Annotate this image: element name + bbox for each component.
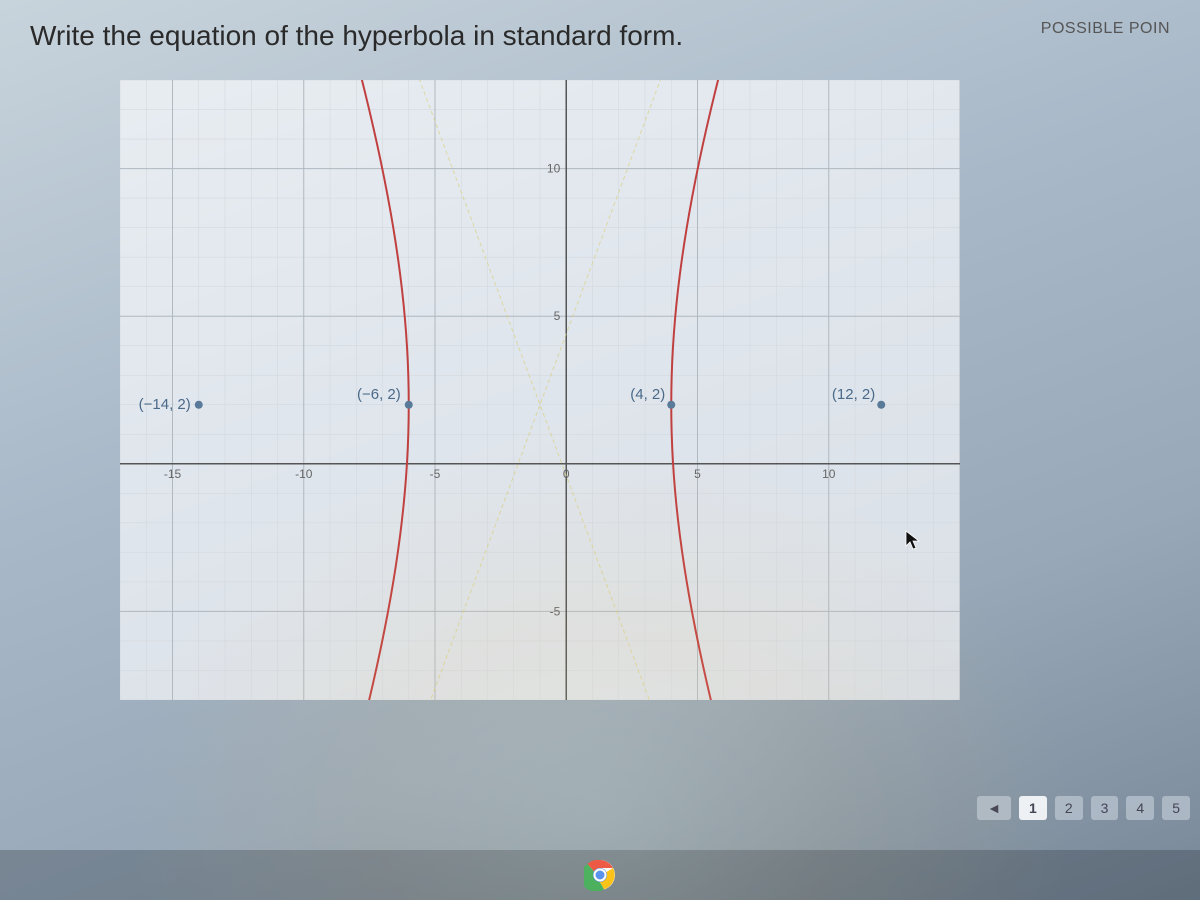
svg-text:5: 5: [694, 467, 701, 481]
svg-text:-15: -15: [164, 467, 182, 481]
possible-points-label: POSSIBLE POIN: [1041, 20, 1170, 38]
svg-text:10: 10: [822, 467, 836, 481]
question-pager: ◄ 12345: [977, 796, 1190, 820]
svg-text:(4, 2): (4, 2): [630, 386, 665, 403]
taskbar: [0, 850, 1200, 900]
pager-item-2[interactable]: 2: [1055, 796, 1083, 820]
svg-text:(−6, 2): (−6, 2): [357, 386, 401, 403]
svg-text:(−14, 2): (−14, 2): [139, 396, 191, 413]
pager-item-◄[interactable]: ◄: [977, 796, 1011, 820]
pager-item-3[interactable]: 3: [1091, 796, 1119, 820]
question-text: Write the equation of the hyperbola in s…: [30, 20, 683, 52]
svg-text:-5: -5: [430, 467, 441, 481]
header-row: Write the equation of the hyperbola in s…: [0, 20, 1200, 52]
svg-text:-5: -5: [550, 604, 561, 618]
pager-item-1[interactable]: 1: [1019, 796, 1047, 820]
svg-text:10: 10: [547, 162, 561, 176]
hyperbola-graph: -15-10-50510-5510(−14, 2)(−6, 2)(4, 2)(1…: [120, 80, 960, 700]
pager-item-5[interactable]: 5: [1162, 796, 1190, 820]
mouse-cursor-icon: [905, 530, 921, 552]
graph-svg: -15-10-50510-5510(−14, 2)(−6, 2)(4, 2)(1…: [120, 80, 960, 700]
svg-text:5: 5: [554, 309, 561, 323]
chrome-icon[interactable]: [584, 859, 616, 891]
pager-item-4[interactable]: 4: [1126, 796, 1154, 820]
svg-text:-10: -10: [295, 467, 313, 481]
svg-text:(12, 2): (12, 2): [832, 386, 875, 403]
